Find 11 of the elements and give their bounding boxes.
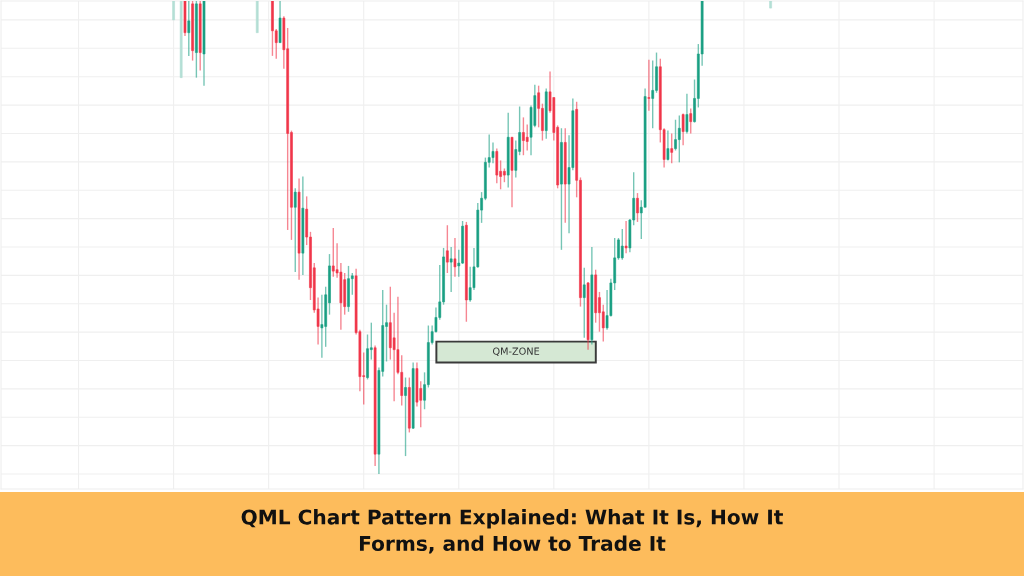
text: QML Chart Pattern Explained: What It Is, How It Forms, and How to Trade It (241, 509, 783, 554)
candlestick (503, 167, 506, 183)
candlestick (636, 192, 639, 223)
band-label: QM-ZONE (492, 347, 540, 356)
candlestick (674, 119, 677, 152)
candlestick (172, 1, 175, 21)
candlestick (446, 224, 449, 274)
candlestick (522, 116, 525, 156)
candlestick (404, 376, 407, 457)
candlestick (769, 1, 772, 9)
candlestick (537, 84, 540, 129)
